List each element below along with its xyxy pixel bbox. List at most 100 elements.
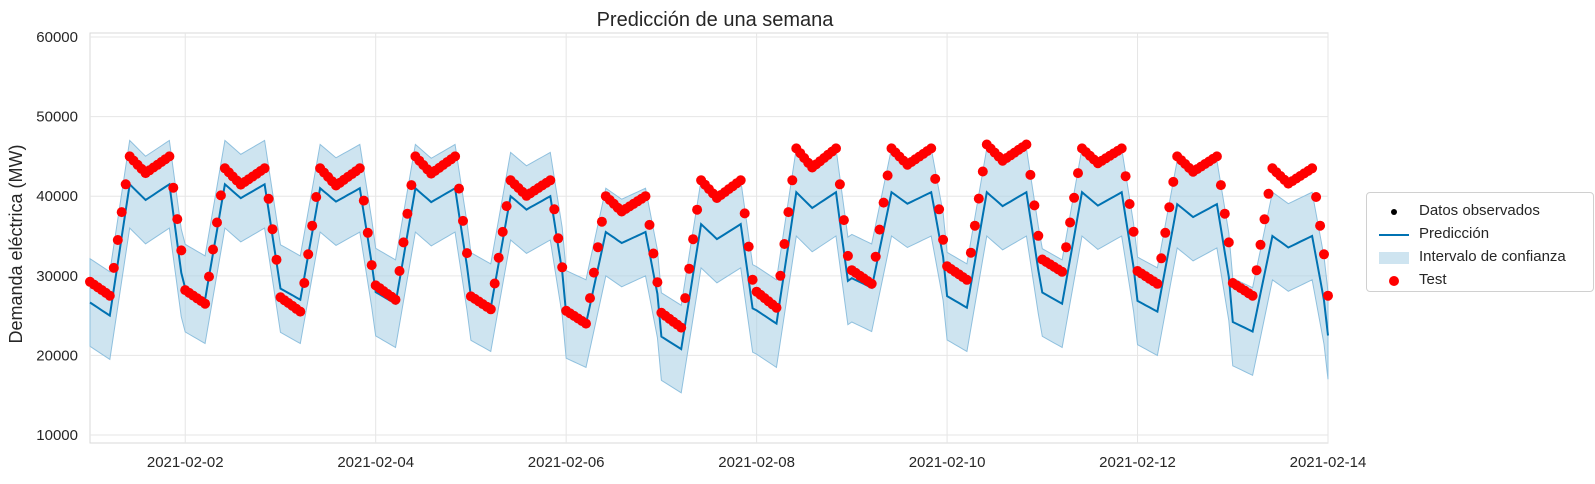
test-point xyxy=(831,143,841,154)
test-point xyxy=(307,220,318,231)
test-point xyxy=(172,214,183,225)
test-point xyxy=(168,182,179,193)
legend-item-observed: Datos observados xyxy=(1367,201,1593,223)
legend: Datos observados Predicción Intervalo de… xyxy=(1366,192,1594,292)
test-point xyxy=(390,294,401,305)
test-points-group xyxy=(85,139,1333,333)
legend-item-prediction: Predicción xyxy=(1367,224,1593,246)
test-point xyxy=(648,248,659,259)
test-point xyxy=(592,242,603,253)
test-point xyxy=(930,173,941,184)
test-point xyxy=(1156,253,1167,264)
test-point xyxy=(866,278,877,289)
legend-label-test: Test xyxy=(1419,271,1447,288)
test-point xyxy=(497,226,508,237)
confidence-interval-band xyxy=(89,139,1329,394)
test-point xyxy=(545,175,556,186)
confidence-interval-area xyxy=(89,139,1329,394)
test-point xyxy=(553,233,564,244)
test-point xyxy=(834,179,845,190)
test-point xyxy=(120,179,131,190)
test-point xyxy=(1319,249,1329,260)
test-point xyxy=(1120,171,1131,182)
y-tick-label: 20000 xyxy=(36,347,78,364)
test-point xyxy=(1259,214,1270,225)
test-point xyxy=(176,245,187,256)
test-point xyxy=(1247,290,1258,301)
test-point xyxy=(212,217,222,228)
test-point xyxy=(1263,188,1274,199)
chart-title: Predicción de una semana xyxy=(597,9,835,31)
test-point xyxy=(1116,143,1127,154)
test-point xyxy=(1025,169,1036,180)
y-tick-label: 50000 xyxy=(36,109,78,126)
test-point xyxy=(1021,139,1032,150)
test-point xyxy=(1223,237,1234,248)
test-point xyxy=(204,271,214,282)
test-point xyxy=(450,151,461,162)
test-point xyxy=(581,318,591,329)
test-point xyxy=(783,207,794,218)
test-point xyxy=(406,180,417,191)
test-point xyxy=(485,304,496,315)
test-point xyxy=(1057,266,1068,277)
test-point xyxy=(1168,176,1179,187)
test-point xyxy=(303,249,314,260)
test-point xyxy=(977,166,988,177)
test-point xyxy=(969,220,980,231)
test-point xyxy=(394,266,405,276)
test-point xyxy=(557,262,568,273)
test-point xyxy=(787,175,798,186)
test-point xyxy=(493,252,504,263)
test-point xyxy=(842,250,853,261)
x-tick-label: 2021-02-08 xyxy=(718,454,795,471)
test-point xyxy=(779,239,790,249)
y-tick-label: 10000 xyxy=(36,427,78,444)
test-point xyxy=(402,208,413,219)
test-point xyxy=(398,237,409,248)
test-point xyxy=(263,193,274,204)
test-point xyxy=(200,298,211,309)
test-point xyxy=(1323,290,1333,301)
legend-label-interval: Intervalo de confianza xyxy=(1419,248,1566,265)
y-axis-label: Demanda eléctrica (MW) xyxy=(6,144,26,343)
test-point xyxy=(116,207,127,218)
test-point xyxy=(676,322,687,333)
test-point xyxy=(1307,163,1318,174)
test-point xyxy=(1152,278,1163,289)
test-point xyxy=(640,191,651,202)
x-tick-label: 2021-02-04 xyxy=(337,454,414,471)
test-point xyxy=(588,267,599,278)
test-point xyxy=(454,183,464,194)
x-tick-label: 2021-02-12 xyxy=(1099,454,1176,471)
test-point xyxy=(104,290,115,301)
test-point xyxy=(870,251,881,262)
test-point xyxy=(739,208,750,219)
line-icon xyxy=(1379,234,1409,236)
test-point xyxy=(112,235,123,245)
test-point xyxy=(1029,200,1040,211)
test-point xyxy=(743,241,754,252)
legend-label-observed: Datos observados xyxy=(1419,202,1540,219)
test-point xyxy=(596,216,607,227)
test-point xyxy=(938,234,949,245)
y-tick-label: 30000 xyxy=(36,268,78,285)
circle-icon xyxy=(1389,276,1399,286)
x-tick-labels: 2021-02-02 2021-02-04 2021-02-06 2021-02-08… xyxy=(147,454,1367,471)
x-tick-label: 2021-02-14 xyxy=(1290,454,1367,471)
test-point xyxy=(108,262,119,273)
test-point xyxy=(747,274,758,285)
test-point xyxy=(271,254,282,265)
test-point xyxy=(1219,208,1230,219)
x-tick-label: 2021-02-10 xyxy=(909,454,986,471)
legend-item-test: Test xyxy=(1367,270,1593,292)
test-point xyxy=(549,204,560,215)
test-point xyxy=(501,201,512,212)
test-point xyxy=(926,143,937,154)
test-point xyxy=(961,274,972,285)
test-point xyxy=(295,306,306,317)
test-point xyxy=(1065,217,1076,228)
test-point xyxy=(652,277,663,288)
test-point xyxy=(1311,192,1322,202)
